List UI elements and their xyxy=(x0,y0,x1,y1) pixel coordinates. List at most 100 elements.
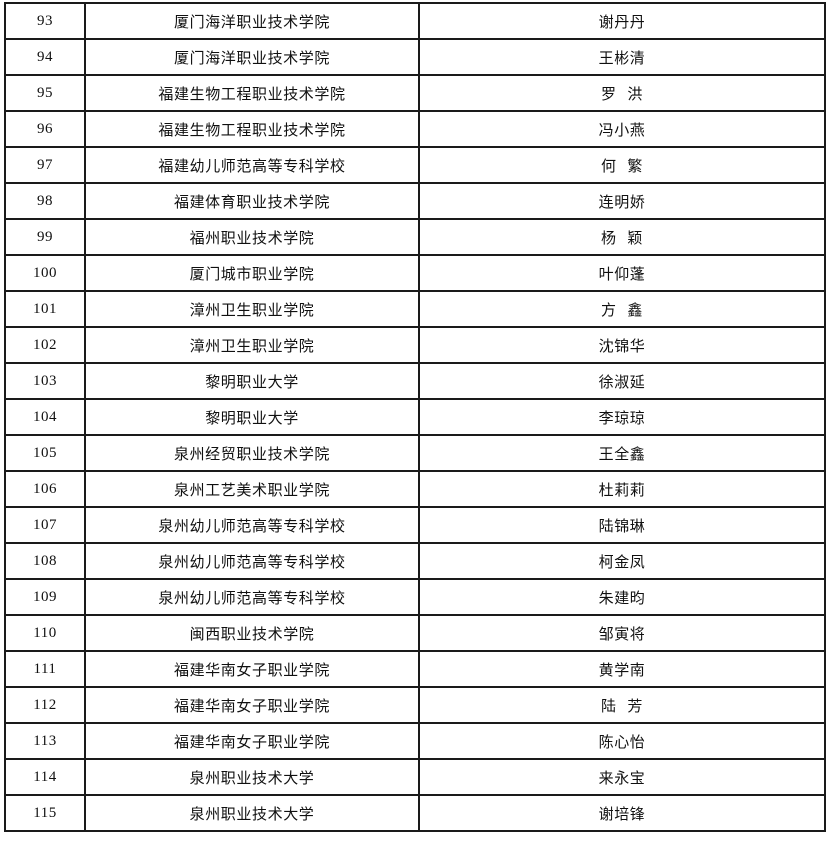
school-name-text: 黎明职业大学 xyxy=(205,408,299,427)
row-index-cell: 109 xyxy=(4,578,86,616)
school-name-cell: 漳州卫生职业学院 xyxy=(84,290,420,328)
school-name-text: 泉州幼儿师范高等专科学校 xyxy=(158,552,346,571)
school-name-cell: 泉州职业技术大学 xyxy=(84,758,420,796)
school-name-text: 漳州卫生职业学院 xyxy=(189,300,315,319)
school-name-text: 闽西职业技术学院 xyxy=(189,624,315,643)
row-index-cell: 106 xyxy=(4,470,86,508)
row-index-cell: 114 xyxy=(4,758,86,796)
row-index-cell: 105 xyxy=(4,434,86,472)
table-row: 108 泉州幼儿师范高等专科学校 柯金凤 xyxy=(4,542,826,580)
person-name-cell: 王全鑫 xyxy=(418,434,826,472)
person-name-text: 王全鑫 xyxy=(598,444,646,463)
school-name-cell: 福建幼儿师范高等专科学校 xyxy=(84,146,420,184)
person-name-cell: 陆锦琳 xyxy=(418,506,826,544)
school-name-text: 泉州幼儿师范高等专科学校 xyxy=(158,588,346,607)
person-name-text: 黄学南 xyxy=(598,660,646,679)
row-index-cell: 94 xyxy=(4,38,86,76)
table-row: 98 福建体育职业技术学院 连明娇 xyxy=(4,182,826,220)
roster-table-body: 93 厦门海洋职业技术学院 谢丹丹 94 厦门海洋职业技术学院 王彬清 95 福建生物工程职业… xyxy=(4,2,826,832)
person-name-text: 柯金凤 xyxy=(598,552,646,571)
school-name-text: 泉州职业技术大学 xyxy=(189,804,315,823)
school-name-cell: 泉州职业技术大学 xyxy=(84,794,420,832)
table-row: 100 厦门城市职业学院 叶仰蓬 xyxy=(4,254,826,292)
person-name-cell: 谢培锋 xyxy=(418,794,826,832)
row-index-cell: 108 xyxy=(4,542,86,580)
person-name-text: 谢丹丹 xyxy=(598,12,646,31)
school-name-text: 福建生物工程职业技术学院 xyxy=(158,120,346,139)
school-name-cell: 厦门海洋职业技术学院 xyxy=(84,38,420,76)
school-name-text: 福建华南女子职业学院 xyxy=(173,696,330,715)
person-name-text: 陆 芳 xyxy=(601,696,643,715)
table-row: 93 厦门海洋职业技术学院 谢丹丹 xyxy=(4,2,826,40)
row-index-cell: 96 xyxy=(4,110,86,148)
table-row: 114 泉州职业技术大学 来永宝 xyxy=(4,758,826,796)
person-name-text: 叶仰蓬 xyxy=(598,264,646,283)
person-name-text: 沈锦华 xyxy=(598,336,646,355)
person-name-text: 冯小燕 xyxy=(598,120,646,139)
school-name-cell: 福建体育职业技术学院 xyxy=(84,182,420,220)
row-index-cell: 99 xyxy=(4,218,86,256)
school-name-text: 泉州职业技术大学 xyxy=(189,768,315,787)
school-name-cell: 黎明职业大学 xyxy=(84,398,420,436)
school-name-cell: 福建生物工程职业技术学院 xyxy=(84,110,420,148)
person-name-text: 杜莉莉 xyxy=(598,480,646,499)
row-index-cell: 110 xyxy=(4,614,86,652)
person-name-cell: 沈锦华 xyxy=(418,326,826,364)
table-row: 102 漳州卫生职业学院 沈锦华 xyxy=(4,326,826,364)
school-name-text: 泉州工艺美术职业学院 xyxy=(173,480,330,499)
person-name-cell: 罗 洪 xyxy=(418,74,826,112)
person-name-text: 杨 颖 xyxy=(601,228,643,247)
person-name-cell: 邹寅将 xyxy=(418,614,826,652)
person-name-text: 王彬清 xyxy=(598,48,646,67)
person-name-text: 何 繁 xyxy=(601,156,643,175)
person-name-text: 方 鑫 xyxy=(601,300,643,319)
table-row: 110 闽西职业技术学院 邹寅将 xyxy=(4,614,826,652)
row-index-cell: 97 xyxy=(4,146,86,184)
person-name-text: 李琼琼 xyxy=(598,408,646,427)
school-name-cell: 福建华南女子职业学院 xyxy=(84,722,420,760)
row-index-cell: 112 xyxy=(4,686,86,724)
person-name-cell: 谢丹丹 xyxy=(418,2,826,40)
school-name-cell: 泉州工艺美术职业学院 xyxy=(84,470,420,508)
table-row: 115 泉州职业技术大学 谢培锋 xyxy=(4,794,826,832)
table-row: 97 福建幼儿师范高等专科学校 何 繁 xyxy=(4,146,826,184)
school-name-text: 福建幼儿师范高等专科学校 xyxy=(158,156,346,175)
row-index-cell: 98 xyxy=(4,182,86,220)
table-row: 111 福建华南女子职业学院 黄学南 xyxy=(4,650,826,688)
table-row: 109 泉州幼儿师范高等专科学校 朱建昀 xyxy=(4,578,826,616)
school-name-cell: 福州职业技术学院 xyxy=(84,218,420,256)
school-name-cell: 闽西职业技术学院 xyxy=(84,614,420,652)
person-name-text: 徐淑延 xyxy=(598,372,646,391)
roster-table: 93 厦门海洋职业技术学院 谢丹丹 94 厦门海洋职业技术学院 王彬清 95 福建生物工程职业… xyxy=(4,2,826,832)
person-name-cell: 朱建昀 xyxy=(418,578,826,616)
person-name-cell: 杨 颖 xyxy=(418,218,826,256)
table-row: 101 漳州卫生职业学院 方 鑫 xyxy=(4,290,826,328)
school-name-text: 厦门城市职业学院 xyxy=(189,264,315,283)
person-name-text: 谢培锋 xyxy=(598,804,646,823)
table-row: 105 泉州经贸职业技术学院 王全鑫 xyxy=(4,434,826,472)
school-name-cell: 泉州幼儿师范高等专科学校 xyxy=(84,542,420,580)
row-index-cell: 101 xyxy=(4,290,86,328)
row-index-cell: 111 xyxy=(4,650,86,688)
person-name-cell: 何 繁 xyxy=(418,146,826,184)
person-name-cell: 王彬清 xyxy=(418,38,826,76)
school-name-text: 泉州经贸职业技术学院 xyxy=(173,444,330,463)
school-name-cell: 泉州幼儿师范高等专科学校 xyxy=(84,578,420,616)
row-index-cell: 100 xyxy=(4,254,86,292)
school-name-text: 漳州卫生职业学院 xyxy=(189,336,315,355)
person-name-cell: 陈心怡 xyxy=(418,722,826,760)
school-name-text: 厦门海洋职业技术学院 xyxy=(173,48,330,67)
person-name-cell: 李琼琼 xyxy=(418,398,826,436)
person-name-text: 罗 洪 xyxy=(601,84,643,103)
row-index-cell: 113 xyxy=(4,722,86,760)
school-name-cell: 福建华南女子职业学院 xyxy=(84,650,420,688)
person-name-text: 邹寅将 xyxy=(598,624,646,643)
person-name-cell: 陆 芳 xyxy=(418,686,826,724)
school-name-cell: 厦门海洋职业技术学院 xyxy=(84,2,420,40)
table-row: 112 福建华南女子职业学院 陆 芳 xyxy=(4,686,826,724)
school-name-text: 福州职业技术学院 xyxy=(189,228,315,247)
table-row: 95 福建生物工程职业技术学院 罗 洪 xyxy=(4,74,826,112)
person-name-cell: 黄学南 xyxy=(418,650,826,688)
school-name-text: 泉州幼儿师范高等专科学校 xyxy=(158,516,346,535)
table-row: 113 福建华南女子职业学院 陈心怡 xyxy=(4,722,826,760)
